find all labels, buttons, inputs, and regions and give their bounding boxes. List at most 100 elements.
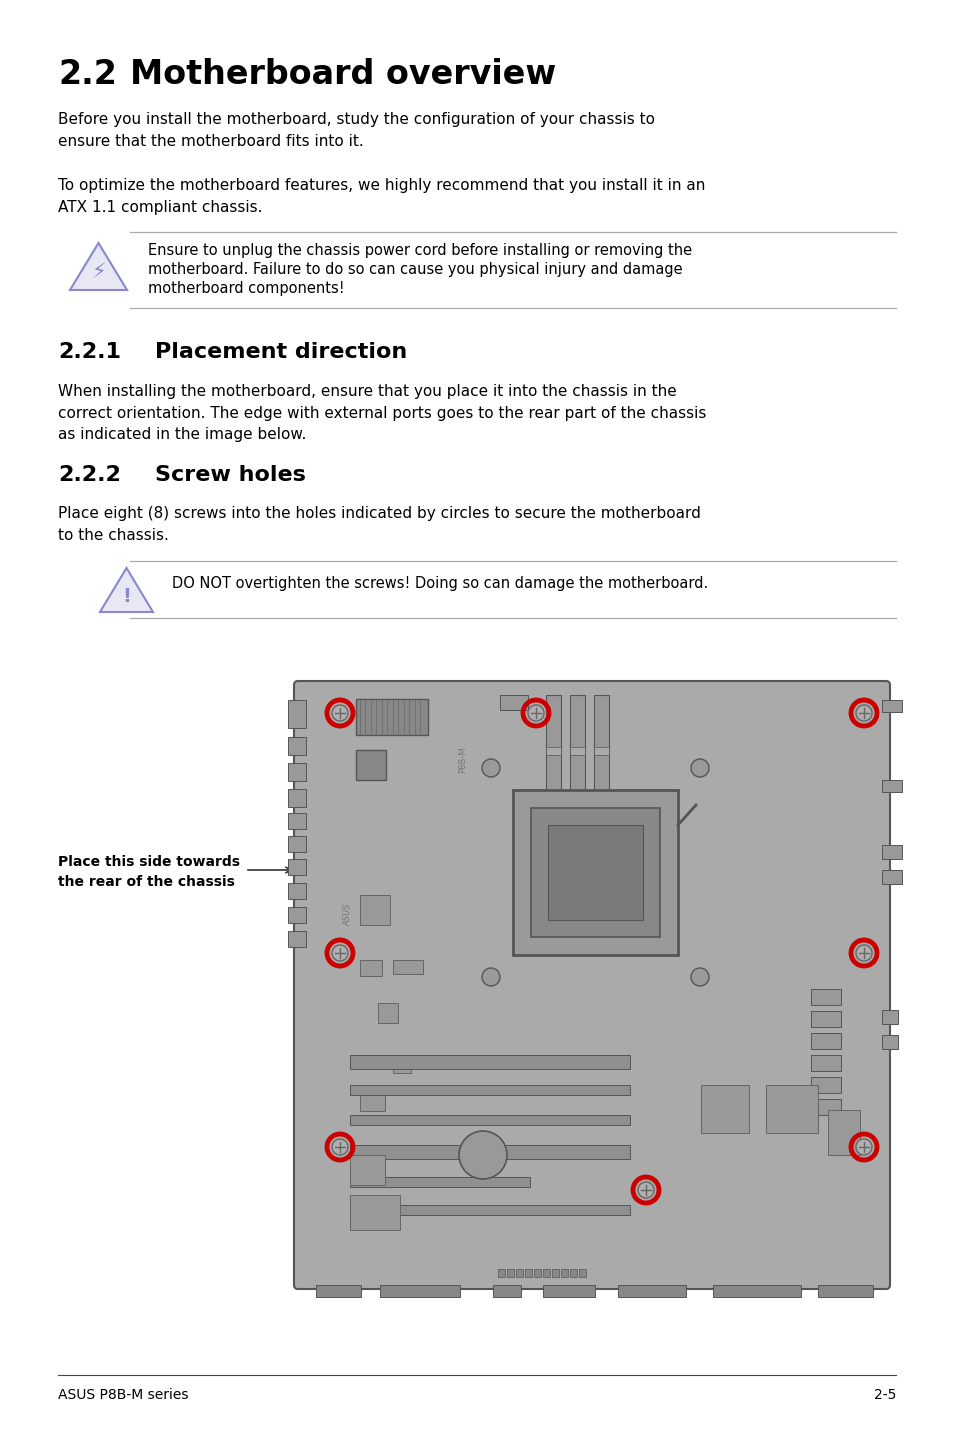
Text: Screw holes: Screw holes bbox=[154, 464, 306, 485]
Bar bbox=[288, 700, 306, 728]
Text: ASUS P8B-M series: ASUS P8B-M series bbox=[58, 1388, 189, 1402]
Bar bbox=[350, 1155, 385, 1185]
Circle shape bbox=[332, 705, 348, 720]
Polygon shape bbox=[100, 568, 152, 613]
Bar bbox=[545, 695, 560, 820]
Bar bbox=[810, 1011, 841, 1027]
Bar bbox=[506, 1268, 514, 1277]
Bar bbox=[288, 907, 306, 923]
Text: ASUS: ASUS bbox=[343, 903, 352, 926]
Bar bbox=[288, 738, 306, 755]
Bar bbox=[594, 746, 608, 755]
Bar bbox=[810, 989, 841, 1005]
Circle shape bbox=[332, 1139, 348, 1155]
Text: DO NOT overtighten the screws! Doing so can damage the motherboard.: DO NOT overtighten the screws! Doing so … bbox=[172, 577, 707, 591]
Circle shape bbox=[481, 759, 499, 777]
Bar bbox=[569, 1268, 577, 1277]
Bar bbox=[817, 1286, 872, 1297]
Text: Place eight (8) screws into the holes indicated by circles to secure the motherb: Place eight (8) screws into the holes in… bbox=[58, 506, 700, 542]
Bar bbox=[493, 1286, 520, 1297]
Text: Placement direction: Placement direction bbox=[154, 342, 407, 362]
FancyBboxPatch shape bbox=[294, 682, 889, 1288]
Text: 2-5: 2-5 bbox=[873, 1388, 895, 1402]
Bar bbox=[355, 751, 386, 779]
Bar bbox=[393, 1055, 411, 1073]
Text: Ensure to unplug the chassis power cord before installing or removing the: Ensure to unplug the chassis power cord … bbox=[148, 243, 691, 257]
Circle shape bbox=[690, 759, 708, 777]
Bar bbox=[516, 1268, 522, 1277]
Polygon shape bbox=[70, 243, 127, 290]
Bar bbox=[359, 961, 381, 976]
Bar bbox=[499, 695, 527, 710]
Bar bbox=[552, 1268, 558, 1277]
Bar bbox=[712, 1286, 801, 1297]
Bar bbox=[288, 789, 306, 807]
Bar bbox=[700, 1086, 748, 1133]
Circle shape bbox=[855, 945, 871, 961]
Bar bbox=[288, 812, 306, 828]
Bar bbox=[810, 1055, 841, 1071]
Bar bbox=[882, 1009, 897, 1024]
Text: Motherboard overview: Motherboard overview bbox=[130, 58, 556, 91]
Bar bbox=[542, 1268, 550, 1277]
Bar bbox=[569, 746, 584, 755]
Circle shape bbox=[638, 1182, 654, 1198]
Text: motherboard. Failure to do so can cause you physical injury and damage: motherboard. Failure to do so can cause … bbox=[148, 262, 682, 278]
Bar bbox=[547, 825, 642, 920]
Bar bbox=[810, 1099, 841, 1114]
Text: 2.2.1: 2.2.1 bbox=[58, 342, 121, 362]
Bar bbox=[524, 1268, 532, 1277]
Bar bbox=[882, 1035, 897, 1048]
Bar bbox=[560, 1268, 567, 1277]
Bar bbox=[882, 870, 901, 884]
Bar bbox=[827, 1110, 859, 1155]
Text: 2.2: 2.2 bbox=[58, 58, 117, 91]
Bar bbox=[350, 1114, 629, 1125]
Bar bbox=[542, 1286, 595, 1297]
Circle shape bbox=[855, 705, 871, 720]
Circle shape bbox=[332, 945, 348, 961]
Bar bbox=[288, 930, 306, 948]
Circle shape bbox=[458, 1132, 506, 1179]
Bar bbox=[350, 1145, 629, 1159]
Circle shape bbox=[527, 705, 543, 720]
Text: 2.2.2: 2.2.2 bbox=[58, 464, 121, 485]
Text: To optimize the motherboard features, we highly recommend that you install it in: To optimize the motherboard features, we… bbox=[58, 178, 704, 214]
Bar bbox=[350, 1195, 399, 1229]
Bar bbox=[350, 1055, 629, 1068]
Bar bbox=[359, 1094, 385, 1112]
Bar bbox=[882, 846, 901, 858]
Bar bbox=[350, 1086, 629, 1094]
Bar bbox=[569, 695, 584, 820]
Bar bbox=[497, 1268, 504, 1277]
Text: When installing the motherboard, ensure that you place it into the chassis in th: When installing the motherboard, ensure … bbox=[58, 384, 705, 443]
Bar bbox=[618, 1286, 685, 1297]
Bar bbox=[288, 835, 306, 851]
Bar bbox=[765, 1086, 817, 1133]
Text: !: ! bbox=[122, 587, 131, 605]
Bar bbox=[288, 883, 306, 899]
Bar bbox=[288, 764, 306, 781]
Bar bbox=[288, 858, 306, 874]
Circle shape bbox=[855, 1139, 871, 1155]
Bar bbox=[531, 808, 659, 938]
Bar bbox=[578, 1268, 585, 1277]
Bar bbox=[545, 746, 560, 755]
Bar bbox=[355, 699, 428, 735]
Bar bbox=[377, 1002, 397, 1022]
Bar bbox=[882, 779, 901, 792]
Text: Before you install the motherboard, study the configuration of your chassis to
e: Before you install the motherboard, stud… bbox=[58, 112, 655, 148]
Text: motherboard components!: motherboard components! bbox=[148, 280, 344, 296]
Text: P8B-M: P8B-M bbox=[458, 746, 467, 774]
Bar bbox=[350, 1176, 530, 1186]
Bar bbox=[393, 961, 422, 974]
Text: Place this side towards
the rear of the chassis: Place this side towards the rear of the … bbox=[58, 856, 240, 889]
Bar bbox=[315, 1286, 360, 1297]
Bar bbox=[513, 789, 678, 955]
Bar bbox=[810, 1032, 841, 1048]
Bar bbox=[350, 1205, 629, 1215]
Text: ⚡: ⚡ bbox=[91, 262, 106, 282]
Circle shape bbox=[690, 968, 708, 986]
Bar bbox=[594, 695, 608, 820]
Bar bbox=[359, 894, 390, 925]
